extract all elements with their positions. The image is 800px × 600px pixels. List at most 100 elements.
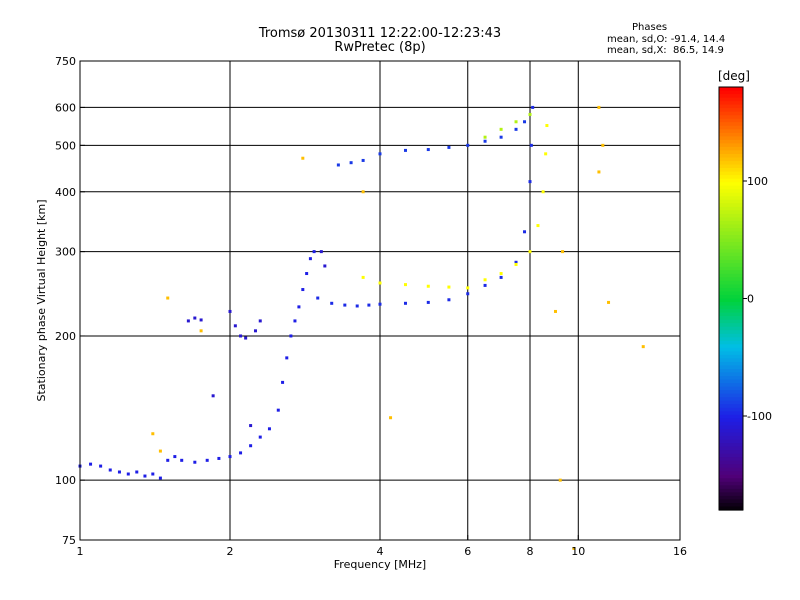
colorbar-segment: [719, 309, 743, 314]
colorbar-segment: [719, 164, 743, 169]
colorbar-segment: [719, 210, 743, 215]
colorbar-segment: [719, 326, 743, 331]
colorbar-segment: [719, 108, 743, 113]
data-point: [514, 127, 518, 131]
colorbar-segment: [719, 390, 743, 395]
colorbar-segment: [719, 97, 743, 102]
data-point: [267, 427, 271, 431]
data-point: [597, 105, 601, 109]
y-tick-label: 400: [55, 186, 76, 199]
data-point: [289, 334, 293, 338]
data-point: [483, 283, 487, 287]
colorbar-segment: [719, 502, 743, 508]
data-point: [228, 455, 232, 459]
colorbar-segment: [719, 439, 743, 444]
data-point: [536, 224, 540, 228]
data-point: [597, 170, 601, 174]
colorbar-segment: [719, 189, 743, 194]
colorbar-segment: [719, 453, 743, 458]
colorbar-segment: [719, 425, 743, 430]
colorbar-segment: [719, 481, 743, 486]
data-point: [378, 302, 382, 306]
colorbar-segment: [719, 340, 743, 345]
colorbar-segment: [719, 90, 743, 95]
colorbar-tick-label: -100: [747, 410, 772, 423]
colorbar-segment: [719, 224, 743, 229]
data-point: [514, 262, 518, 266]
colorbar-segment: [719, 104, 743, 109]
colorbar-segment: [719, 192, 743, 197]
colorbar-segment: [719, 407, 743, 412]
data-point: [166, 458, 170, 462]
data-point: [483, 135, 487, 139]
colorbar-segment: [719, 312, 743, 317]
colorbar-segment: [719, 136, 743, 141]
colorbar-segment: [719, 94, 743, 99]
data-point: [199, 318, 203, 322]
data-point: [108, 468, 112, 472]
data-point: [466, 286, 470, 290]
data-point: [426, 148, 430, 152]
data-point: [389, 416, 393, 420]
data-point: [541, 190, 545, 194]
data-point: [531, 105, 535, 109]
data-point: [276, 408, 280, 412]
data-point: [499, 127, 503, 131]
colorbar-segment: [719, 460, 743, 465]
x-axis-label: Frequency [MHz]: [334, 558, 426, 571]
data-point: [316, 296, 320, 300]
data-point: [180, 458, 184, 462]
colorbar-segment: [719, 287, 743, 293]
data-point: [466, 292, 470, 296]
data-point: [281, 380, 285, 384]
data-point: [319, 250, 323, 254]
x-tick-label: 16: [673, 545, 687, 558]
data-points: [78, 105, 645, 550]
data-point: [483, 139, 487, 143]
data-point: [499, 275, 503, 279]
data-point: [217, 456, 221, 460]
colorbar-segment: [719, 414, 743, 419]
phases-legend-o: mean, sd,O: -91.4, 14.4: [607, 34, 726, 45]
colorbar-segment: [719, 256, 743, 261]
data-point: [378, 152, 382, 156]
colorbar-segment: [719, 333, 743, 338]
colorbar-segment: [719, 273, 743, 278]
data-point: [601, 143, 605, 147]
colorbar-segment: [719, 238, 743, 243]
phases-legend-x: mean, sd,X: 86.5, 14.9: [607, 45, 724, 56]
data-point: [514, 120, 518, 124]
colorbar-segment: [719, 280, 743, 285]
colorbar-segment: [719, 344, 743, 349]
colorbar-segment: [719, 252, 743, 257]
colorbar-segment: [719, 263, 743, 268]
grid: [80, 61, 680, 540]
chart-subtitle: RwPretec (8p): [334, 40, 426, 55]
data-point: [117, 470, 121, 474]
colorbar-segment: [719, 379, 743, 384]
data-point: [151, 432, 155, 436]
colorbar-segment: [719, 259, 743, 264]
colorbar-segment: [719, 228, 743, 233]
data-point: [403, 283, 407, 287]
y-tick-label: 75: [62, 534, 76, 547]
colorbar-segment: [719, 168, 743, 173]
colorbar-segment: [719, 450, 743, 455]
colorbar-segment: [719, 129, 743, 134]
data-point: [285, 356, 289, 360]
colorbar-segment: [719, 457, 743, 462]
colorbar-segment: [719, 161, 743, 166]
data-point: [403, 148, 407, 152]
data-point: [545, 124, 549, 128]
data-point: [312, 250, 316, 254]
x-tick-label: 2: [227, 545, 234, 558]
axis-ticks: 1 2 4 6 8 10 16 75 100 200 300 400 500 600 750: [55, 55, 687, 558]
colorbar-segment: [719, 393, 743, 398]
data-point: [297, 305, 301, 309]
colorbar-segment: [719, 499, 743, 504]
x-tick-label: 6: [464, 545, 471, 558]
x-tick-label: 8: [527, 545, 534, 558]
colorbar-segment: [719, 298, 743, 303]
colorbar-segment: [719, 302, 743, 307]
colorbar-segment: [719, 446, 743, 451]
